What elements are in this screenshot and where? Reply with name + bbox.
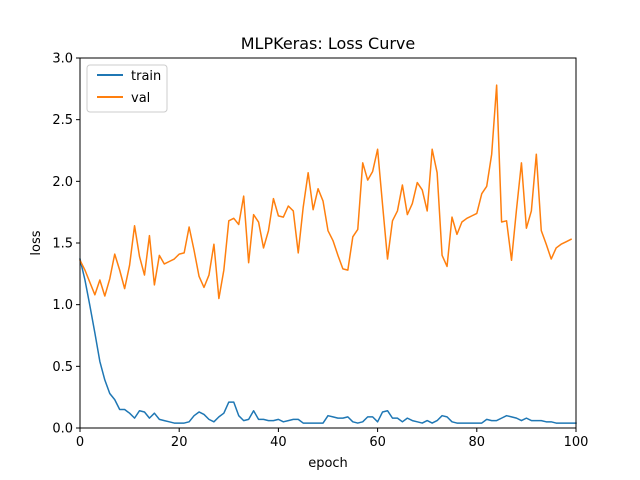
x-tick-label: 20 xyxy=(171,435,188,450)
series-line-train xyxy=(79,258,577,424)
y-tick-label: 1.5 xyxy=(52,237,73,252)
y-tick-label: 3.0 xyxy=(52,52,73,67)
x-axis-title: epoch xyxy=(308,456,348,471)
x-axis: 0 20 40 60 80 100 xyxy=(76,428,589,450)
y-axis: 0.0 0.5 1.0 1.5 2.0 2.5 3.0 xyxy=(52,52,80,437)
x-tick-label: 0 xyxy=(76,435,84,450)
legend-box xyxy=(86,64,168,113)
y-tick-label: 2.0 xyxy=(52,175,73,190)
x-tick-label: 100 xyxy=(564,435,589,450)
y-tick-label: 0.0 xyxy=(52,422,73,437)
y-tick-label: 0.5 xyxy=(52,360,73,375)
x-tick-label: 80 xyxy=(469,435,486,450)
x-tick-label: 40 xyxy=(270,435,287,450)
y-tick-label: 2.5 xyxy=(52,113,73,128)
chart-title: MLPKeras: Loss Curve xyxy=(241,34,415,53)
plot-lines xyxy=(78,84,577,424)
y-tick-label: 1.0 xyxy=(52,298,73,313)
series-line-val xyxy=(78,84,573,300)
legend-label-train: train xyxy=(131,69,161,84)
legend-label-val: val xyxy=(131,91,150,106)
legend: train val xyxy=(86,64,168,113)
y-axis-title: loss xyxy=(29,230,44,255)
x-tick-label: 60 xyxy=(369,435,386,450)
